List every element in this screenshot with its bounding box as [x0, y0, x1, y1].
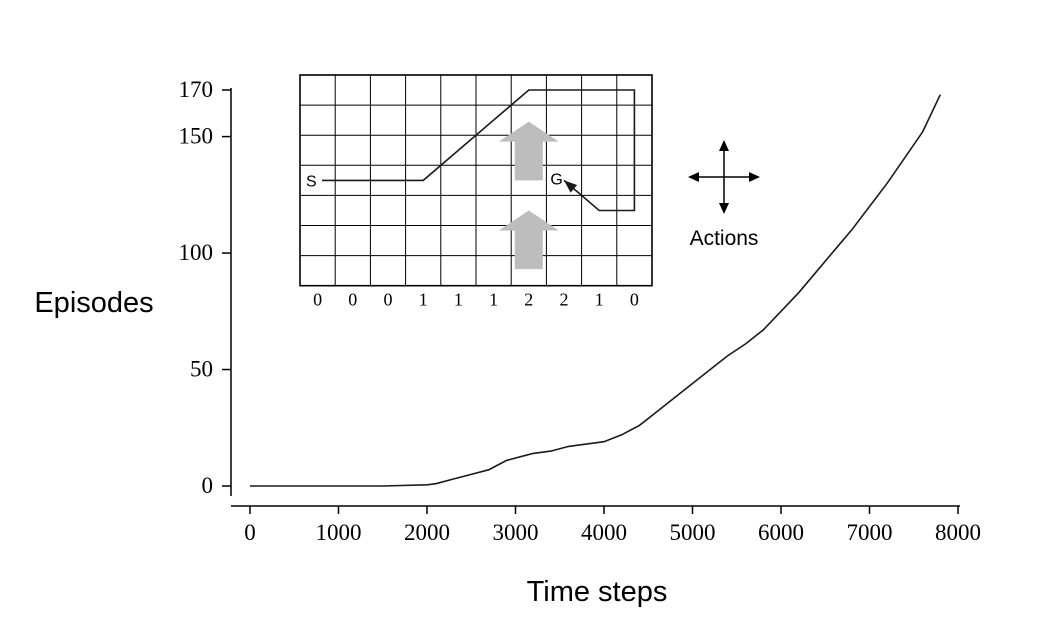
actions-cross-icon: [688, 140, 760, 214]
x-ticks: 0 1000 2000 3000 4000 5000 6000 7000 8000: [244, 506, 981, 545]
x-tick-label: 7000: [847, 520, 893, 545]
y-tick-label: 150: [179, 124, 214, 149]
actions-label: Actions: [690, 227, 759, 250]
gridworld-inset: S G 0 0 0 1 1 1 2 2 1 0: [299, 74, 653, 310]
wind-value: 1: [489, 290, 498, 310]
wind-value: 0: [313, 290, 322, 310]
wind-value: 0: [630, 290, 639, 310]
x-tick-label: 5000: [670, 520, 716, 545]
x-axis-label: Time steps: [527, 576, 668, 608]
gridworld-path-arrowhead: [564, 180, 578, 193]
plot-area: [250, 94, 942, 487]
wind-value: 1: [595, 290, 604, 310]
x-tick-label: 8000: [935, 520, 981, 545]
wind-value: 2: [524, 290, 533, 310]
y-tick-label: 50: [190, 357, 213, 382]
x-tick-label: 3000: [493, 520, 539, 545]
wind-value: 1: [419, 290, 428, 310]
x-tick-label: 6000: [758, 520, 804, 545]
y-axis-label: Episodes: [34, 287, 153, 319]
x-tick-label: 2000: [404, 520, 450, 545]
x-tick-label: 1000: [316, 520, 362, 545]
goal-label: G: [550, 171, 562, 188]
x-tick-label: 4000: [581, 520, 627, 545]
wind-arrow: [498, 121, 559, 181]
y-tick-label: 170: [179, 77, 214, 102]
x-tick-label: 0: [244, 520, 256, 545]
wind-arrows: [498, 121, 559, 270]
y-ticks: 0 50 100 150 170: [179, 77, 231, 498]
wind-value: 0: [348, 290, 357, 310]
wind-value: 0: [384, 290, 393, 310]
wind-values: 0 0 0 1 1 1 2 2 1 0: [313, 290, 639, 310]
gridworld-path: [322, 89, 636, 212]
wind-value: 2: [560, 290, 569, 310]
start-label: S: [306, 173, 317, 190]
y-tick-label: 100: [179, 240, 214, 265]
episodes-series-line: [250, 94, 942, 487]
y-tick-label: 0: [202, 473, 214, 498]
wind-value: 1: [454, 290, 463, 310]
wind-arrow: [498, 210, 559, 270]
axes: [230, 88, 960, 507]
